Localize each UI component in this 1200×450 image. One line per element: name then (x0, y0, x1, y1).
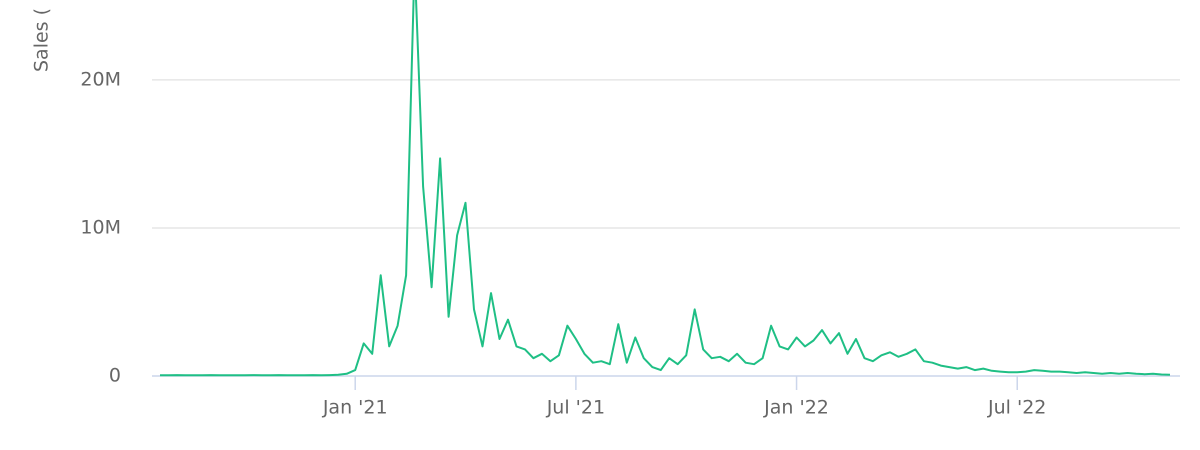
x-tick-label: Jul '22 (987, 397, 1046, 419)
x-tick-label: Jan '21 (322, 397, 388, 419)
y-tick-label: 20M (80, 68, 121, 90)
y-tick-label: 10M (80, 216, 121, 238)
x-tick-label: Jul '21 (546, 397, 605, 419)
sales-line (160, 0, 1171, 377)
y-tick-label: 0 (109, 365, 121, 387)
y-axis-title: Sales ( (31, 8, 53, 72)
x-tick-label: Jan '22 (763, 397, 829, 419)
